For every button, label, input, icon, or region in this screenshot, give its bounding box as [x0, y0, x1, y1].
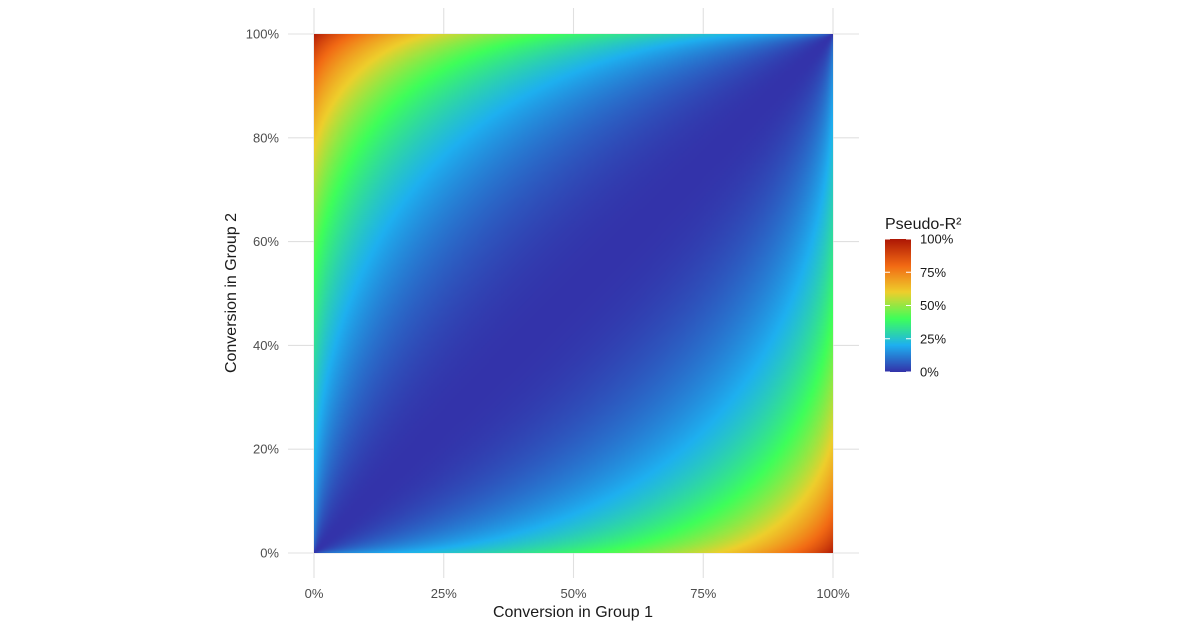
legend-label: 75%	[920, 265, 946, 280]
legend-title: Pseudo-R²	[885, 216, 962, 233]
y-tick-label: 40%	[253, 338, 279, 353]
x-tick-label: 75%	[690, 586, 716, 601]
legend-ticks: 0% 25% 50% 75% 100%	[885, 232, 954, 380]
y-axis-title: Conversion in Group 2	[223, 213, 240, 373]
legend-label: 50%	[920, 298, 946, 313]
y-tick-label: 100%	[246, 27, 280, 42]
legend-label: 100%	[920, 232, 954, 247]
legend: Pseudo-R² 0% 25% 50% 75% 100%	[885, 216, 962, 380]
legend-label: 0%	[920, 365, 939, 380]
legend-label: 25%	[920, 331, 946, 346]
y-tick-label: 0%	[260, 546, 279, 561]
x-tick-label: 100%	[816, 586, 850, 601]
x-tick-label: 50%	[560, 586, 586, 601]
y-tick-label: 20%	[253, 442, 279, 457]
y-tick-label: 60%	[253, 234, 279, 249]
x-tick-label: 0%	[305, 586, 324, 601]
heatmap-raster	[314, 34, 833, 553]
x-tick-label: 25%	[431, 586, 457, 601]
y-tick-label: 80%	[253, 130, 279, 145]
x-axis-title: Conversion in Group 1	[493, 604, 653, 621]
axis-ticks: 0% 25% 50% 75% 100% 0% 20% 40% 60% 80% 100%	[246, 27, 850, 602]
